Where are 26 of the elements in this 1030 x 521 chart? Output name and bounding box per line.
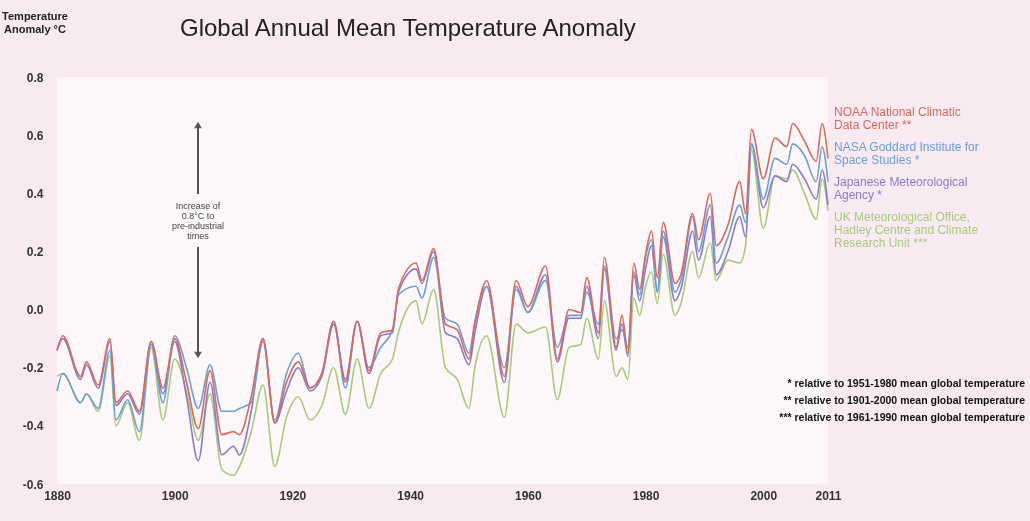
x-tick-label: 1980	[632, 488, 660, 503]
y-tick-label: -0.6	[22, 477, 44, 492]
x-tick-label: 1920	[279, 488, 307, 503]
y-axis-title: Temperature Anomaly °C	[2, 10, 68, 35]
annotation: Increase of 0.8°C to pre-industrial times	[171, 201, 225, 241]
annotation: ** relative to 1901-2000 mean global temperature	[783, 394, 1026, 406]
y-tick-label: -0.2	[22, 361, 44, 376]
x-tick-label: 2011	[815, 488, 842, 503]
y-tick-label: 0.6	[26, 128, 44, 143]
series-label: NOAA National Climatic Data Center **	[834, 105, 961, 132]
y-tick-label: -0.4	[22, 419, 44, 434]
y-tick-label: 0.8	[26, 70, 44, 85]
annotation: * relative to 1951-1980 mean global temperature	[787, 377, 1026, 389]
chart-title: Global Annual Mean Temperature Anomaly	[180, 14, 636, 41]
x-tick-label: 1880	[44, 488, 72, 503]
y-tick-label: 0.4	[26, 186, 44, 201]
x-tick-label: 1940	[397, 488, 425, 503]
y-tick-label: 0.2	[26, 244, 44, 259]
series-label: UK Meteorological Office, Hadley Centre and Climate Research Unit ***	[834, 210, 979, 250]
x-tick-label: 1960	[514, 488, 543, 503]
x-tick-label: 1900	[161, 488, 189, 503]
x-tick-label: 2000	[750, 488, 778, 503]
y-tick-label: 0.0	[26, 303, 44, 318]
series-label: NASA Goddard Institute for Space Studies *	[834, 140, 979, 167]
annotation: *** relative to 1961-1990 mean global temperature	[779, 411, 1026, 423]
series-label: Japanese Meteorological Agency *	[834, 175, 968, 202]
